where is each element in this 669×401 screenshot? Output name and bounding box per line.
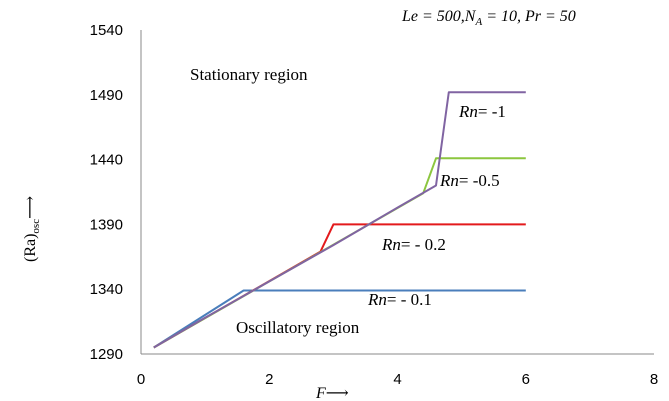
series-label-rn-0.2-value: = - 0.2 (401, 235, 446, 254)
oscillatory-region-label: Oscillatory region (236, 318, 360, 337)
series-label-rn-0.1-name: Rn (367, 290, 387, 309)
series-label-rn-1-name: Rn (458, 102, 478, 121)
y-tick-label: 1540 (90, 22, 123, 39)
chart-title-part-1: Le = 500, (401, 8, 465, 25)
y-tick-label: 1490 (90, 87, 123, 104)
series-line-4 (153, 91, 526, 349)
series-label-rn-0.2: Rn= - 0.2 (381, 235, 446, 254)
y-tick-label: 1440 (90, 152, 123, 169)
chart-title-part-2: N (464, 8, 477, 25)
stationary-region-label: Stationary region (190, 65, 308, 84)
chart-title-part-3: A (474, 16, 482, 28)
x-tick-label: 6 (522, 371, 530, 388)
x-tick-label: 2 (265, 371, 273, 388)
series-label-rn-0.1: Rn= - 0.1 (367, 290, 432, 309)
series-label-rn-0.5-name: Rn (439, 171, 459, 190)
series-line-1 (153, 289, 526, 349)
x-axis-label: F⟶ (315, 385, 349, 401)
x-tick-labels: 0 2 4 6 8 (137, 371, 658, 388)
chart-title-part-4: = 10, Pr = 50 (482, 8, 576, 25)
x-tick-label: 8 (650, 371, 658, 388)
series-label-rn-0.1-value: = - 0.1 (387, 290, 432, 309)
y-tick-labels: 1290 1340 1390 1440 1490 1540 (90, 22, 123, 363)
x-tick-label: 4 (393, 371, 401, 388)
y-axis-label: (Ra)osc⟶ (22, 196, 42, 262)
series-label-rn-0.2-name: Rn (381, 235, 401, 254)
y-tick-label: 1390 (90, 216, 123, 233)
y-axis-label-arrow: ⟶ (22, 196, 39, 219)
series-label-rn-0.5: Rn= -0.5 (439, 171, 500, 190)
series-label-rn-1: Rn= -1 (458, 102, 506, 121)
series-label-rn-1-value: = -1 (478, 102, 506, 121)
x-tick-label: 0 (137, 371, 145, 388)
series-label-rn-0.5-value: = -0.5 (459, 171, 500, 190)
chart-title: Le = 500,NA = 10, Pr = 50 (401, 8, 576, 28)
y-tick-label: 1290 (90, 346, 123, 363)
y-axis-label-main: (Ra) (22, 234, 39, 262)
series-lines (153, 91, 526, 349)
y-tick-label: 1340 (90, 281, 123, 298)
y-axis-label-sub: osc (30, 219, 42, 234)
